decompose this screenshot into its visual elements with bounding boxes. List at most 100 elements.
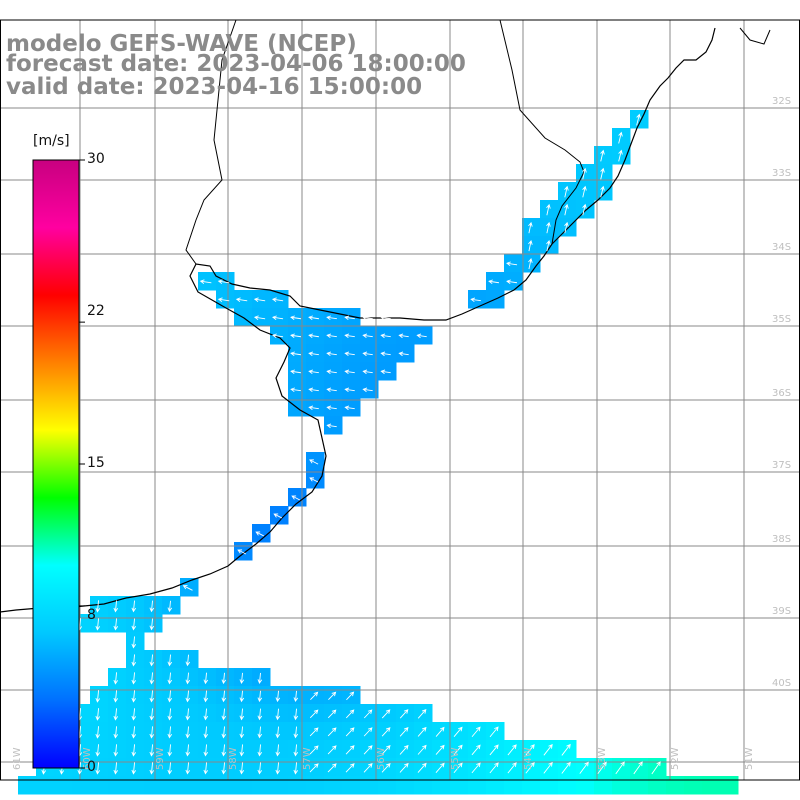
wind-arrow bbox=[239, 672, 245, 685]
wind-arrow bbox=[363, 745, 373, 755]
wind-arrow bbox=[489, 762, 499, 774]
lat-label: 32S bbox=[772, 96, 791, 107]
speed-cell bbox=[342, 326, 361, 345]
speed-cell bbox=[522, 776, 541, 795]
speed-cell bbox=[162, 776, 181, 795]
wind-arrow bbox=[564, 203, 569, 216]
speed-cell bbox=[468, 776, 487, 795]
speed-cell bbox=[180, 704, 199, 723]
speed-cell bbox=[90, 596, 109, 615]
wind-arrow bbox=[113, 708, 119, 721]
wind-arrow bbox=[203, 708, 209, 721]
wind-arrow bbox=[489, 726, 499, 738]
speed-cell bbox=[360, 344, 379, 363]
speed-cell bbox=[270, 722, 289, 741]
wind-arrow bbox=[239, 726, 245, 739]
wind-arrow bbox=[488, 279, 500, 285]
speed-cell bbox=[414, 776, 433, 795]
wind-arrow bbox=[309, 459, 319, 465]
speed-cell bbox=[198, 758, 217, 777]
wind-arrow bbox=[95, 600, 101, 613]
wind-arrow bbox=[131, 690, 137, 703]
speed-cell bbox=[504, 254, 523, 273]
wind-arrow bbox=[528, 221, 533, 234]
speed-cell bbox=[306, 470, 325, 489]
wind-arrow bbox=[362, 315, 373, 321]
speed-cell bbox=[144, 758, 163, 777]
speed-cell bbox=[126, 650, 145, 669]
wind-arrow bbox=[345, 745, 355, 755]
wind-arrow bbox=[95, 618, 101, 631]
speed-cell bbox=[558, 776, 577, 795]
speed-cell bbox=[378, 326, 397, 345]
wind-arrow bbox=[167, 600, 173, 613]
wind-arrow bbox=[131, 600, 137, 613]
wind-arrow bbox=[579, 743, 589, 756]
speed-cell bbox=[288, 776, 307, 795]
wind-arrow bbox=[381, 762, 391, 773]
uruguay-river-border bbox=[185, 19, 237, 265]
wind-arrow bbox=[600, 149, 605, 162]
wind-arrow bbox=[326, 351, 337, 357]
speed-cell bbox=[648, 758, 667, 777]
wind-arrow bbox=[131, 726, 137, 739]
wind-arrow bbox=[417, 744, 427, 755]
lat-label: 39S bbox=[772, 606, 791, 617]
wind-arrow bbox=[221, 708, 227, 721]
speed-cell bbox=[558, 218, 577, 237]
wind-arrow bbox=[185, 762, 191, 775]
wind-arrow bbox=[290, 333, 302, 339]
speed-cell bbox=[108, 668, 127, 687]
wind-arrow bbox=[470, 297, 481, 303]
speed-cell bbox=[468, 290, 487, 309]
speed-cell bbox=[252, 308, 271, 327]
colorbar-tick-8: 8 bbox=[87, 607, 96, 623]
speed-cell bbox=[306, 380, 325, 399]
speed-cell bbox=[702, 776, 721, 795]
lat-label: 36S bbox=[772, 388, 791, 399]
speed-cell bbox=[144, 704, 163, 723]
speed-cell bbox=[90, 722, 109, 741]
speed-cell bbox=[216, 704, 235, 723]
wind-arrow bbox=[506, 279, 518, 285]
wind-arrow bbox=[345, 709, 355, 719]
speed-cell bbox=[504, 740, 523, 759]
wind-arrow bbox=[290, 387, 301, 393]
speed-cell bbox=[162, 650, 181, 669]
wind-arrow bbox=[618, 149, 623, 162]
colorbar bbox=[32, 159, 85, 769]
speed-cell bbox=[252, 668, 271, 687]
speed-cell bbox=[216, 686, 235, 705]
wind-arrow bbox=[257, 672, 263, 684]
speed-cell bbox=[234, 704, 253, 723]
speed-cell bbox=[108, 776, 127, 795]
wind-arrow bbox=[380, 369, 391, 375]
speed-cell bbox=[144, 740, 163, 759]
wind-arrow bbox=[399, 744, 409, 755]
speed-cell bbox=[252, 704, 271, 723]
wind-arrow bbox=[239, 708, 245, 721]
wind-arrow bbox=[309, 763, 319, 773]
speed-cell bbox=[126, 776, 145, 795]
wind-arrow bbox=[291, 495, 301, 501]
wind-arrow bbox=[272, 315, 284, 321]
speed-cell bbox=[36, 776, 55, 795]
wind-arrow bbox=[380, 351, 391, 357]
speed-cell bbox=[126, 614, 145, 633]
wind-arrow bbox=[362, 351, 373, 357]
wind-arrow bbox=[381, 745, 391, 755]
colorbar-tick-22: 22 bbox=[87, 303, 105, 319]
speed-cell bbox=[270, 776, 289, 795]
speed-cell bbox=[270, 308, 289, 327]
speed-cell bbox=[396, 776, 415, 795]
speed-cell bbox=[324, 776, 343, 795]
wind-arrow bbox=[203, 672, 209, 685]
wind-arrow bbox=[149, 672, 155, 685]
wind-arrow bbox=[185, 654, 191, 667]
speed-cell bbox=[198, 776, 217, 795]
speed-cell bbox=[144, 650, 163, 669]
wind-arrow bbox=[272, 333, 284, 339]
wind-arrow bbox=[453, 726, 463, 737]
speed-cell bbox=[270, 506, 289, 525]
lon-label: 51W bbox=[744, 747, 755, 770]
